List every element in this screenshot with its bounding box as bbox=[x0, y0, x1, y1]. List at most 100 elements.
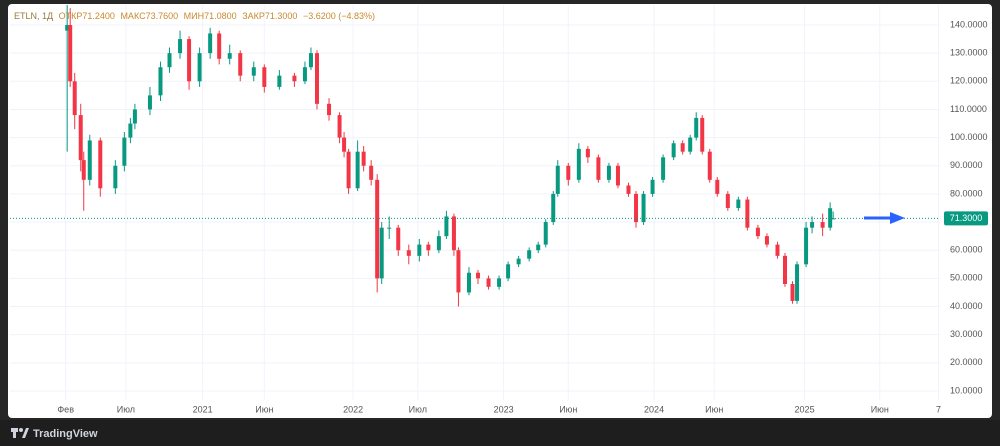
candle-body bbox=[187, 39, 192, 82]
candle-body bbox=[375, 179, 380, 279]
candle-body bbox=[497, 278, 502, 287]
ohlc-value: 73.7600 bbox=[146, 11, 179, 21]
last-price-box bbox=[944, 211, 988, 226]
candle-body bbox=[361, 151, 366, 166]
candle-body bbox=[804, 227, 809, 265]
candle-body bbox=[783, 255, 787, 285]
last-price-label: 71.3000 bbox=[950, 213, 983, 223]
candle-body bbox=[208, 33, 213, 54]
y-tick-label: 60.0000 bbox=[950, 245, 983, 255]
candle-body bbox=[227, 53, 232, 59]
candle-body bbox=[831, 218, 836, 220]
candle-body bbox=[122, 137, 127, 166]
arrow-annotation bbox=[864, 212, 905, 224]
candle-body bbox=[444, 216, 449, 237]
footer bbox=[0, 420, 1000, 446]
candle-body bbox=[68, 24, 73, 82]
logo-shape bbox=[19, 428, 23, 432]
candle-body bbox=[87, 140, 92, 180]
candle-body bbox=[516, 258, 521, 265]
candle-body bbox=[506, 264, 511, 279]
candle-body bbox=[379, 227, 384, 279]
y-tick-label: 50.0000 bbox=[950, 273, 983, 283]
candle-body bbox=[417, 244, 422, 256]
x-tick-label: 2025 bbox=[795, 404, 815, 414]
chart-header: ETLN, 1Д ОТКР71.2400 МАКС73.7600 МИН71.0… bbox=[14, 11, 375, 21]
candle-body bbox=[314, 53, 319, 104]
ohlc-label: МИН bbox=[184, 11, 204, 21]
candle-body bbox=[615, 165, 620, 186]
ohlc-label: ЗАКР bbox=[242, 11, 265, 21]
candle-body bbox=[606, 165, 611, 180]
change: −3.6200 (−4.83%) bbox=[303, 11, 375, 21]
candle-body bbox=[566, 165, 571, 180]
candle-body bbox=[132, 109, 137, 124]
candle-body bbox=[745, 199, 750, 228]
candle-body bbox=[576, 148, 581, 180]
ohlc-label: МАКС bbox=[120, 11, 146, 21]
candle-body bbox=[217, 33, 222, 59]
arrow-head bbox=[890, 212, 905, 224]
candle-body bbox=[764, 236, 769, 245]
logo bbox=[11, 428, 29, 438]
y-tick-label: 110.0000 bbox=[950, 104, 987, 114]
x-tick-label: 2023 bbox=[494, 404, 514, 414]
y-tick-label: 100.0000 bbox=[950, 132, 988, 142]
symbol: ETLN, 1Д bbox=[14, 11, 53, 21]
logo-shape bbox=[22, 428, 29, 438]
y-tick-label: 140.0000 bbox=[950, 19, 988, 29]
candle-body bbox=[387, 227, 392, 229]
candle-body bbox=[308, 53, 313, 68]
candle-body bbox=[292, 75, 297, 82]
ohlc-value: 71.0800 bbox=[204, 11, 237, 21]
y-tick-label: 90.0000 bbox=[950, 160, 983, 170]
candle-body bbox=[820, 222, 825, 228]
candle-body bbox=[456, 250, 461, 293]
candle-body bbox=[346, 151, 351, 189]
x-tick-label: Июн bbox=[255, 404, 273, 414]
candle-body bbox=[302, 67, 307, 82]
y-tick-label: 40.0000 bbox=[950, 301, 983, 311]
candle-body bbox=[715, 179, 720, 194]
candle-body bbox=[251, 67, 256, 76]
y-tick-label: 20.0000 bbox=[950, 357, 983, 367]
candle-body bbox=[736, 199, 741, 208]
candle-body bbox=[406, 250, 411, 256]
candle-body bbox=[98, 140, 103, 189]
candle-body bbox=[426, 244, 431, 251]
candle-body bbox=[596, 157, 601, 180]
x-tick-label: Июн bbox=[705, 404, 723, 414]
candle-body bbox=[128, 123, 133, 138]
candle-body bbox=[626, 185, 631, 194]
candle-body bbox=[147, 95, 152, 110]
candle-body bbox=[775, 244, 780, 256]
candle-body bbox=[680, 143, 685, 152]
candle-body bbox=[355, 151, 360, 189]
brand: TradingView bbox=[33, 428, 98, 440]
ohlc-label: ОТКР bbox=[59, 11, 83, 21]
candle-body bbox=[178, 39, 183, 54]
logo-shape bbox=[13, 428, 16, 438]
candle-body bbox=[65, 24, 70, 31]
candle-body bbox=[197, 53, 202, 82]
candle-body bbox=[436, 236, 441, 251]
candle-body bbox=[555, 165, 560, 194]
x-tick-label: 2024 bbox=[644, 404, 664, 414]
candle-body bbox=[634, 193, 639, 223]
candle-body bbox=[277, 75, 282, 87]
candle-body bbox=[688, 137, 693, 152]
candle-body bbox=[158, 67, 163, 96]
chart-panel bbox=[8, 4, 992, 418]
x-tick-label: Июл bbox=[117, 404, 135, 414]
candle-body bbox=[262, 67, 267, 87]
candle-body bbox=[700, 117, 705, 152]
candle-body bbox=[327, 103, 332, 116]
candle-body bbox=[113, 165, 118, 189]
grid bbox=[10, 5, 940, 400]
candle-body bbox=[828, 208, 833, 228]
x-tick-label: Июл bbox=[409, 404, 427, 414]
candle-body bbox=[536, 244, 541, 251]
x-tick-label: Июн bbox=[871, 404, 889, 414]
x-tick-label: 2022 bbox=[343, 404, 363, 414]
candle-body bbox=[527, 250, 532, 259]
